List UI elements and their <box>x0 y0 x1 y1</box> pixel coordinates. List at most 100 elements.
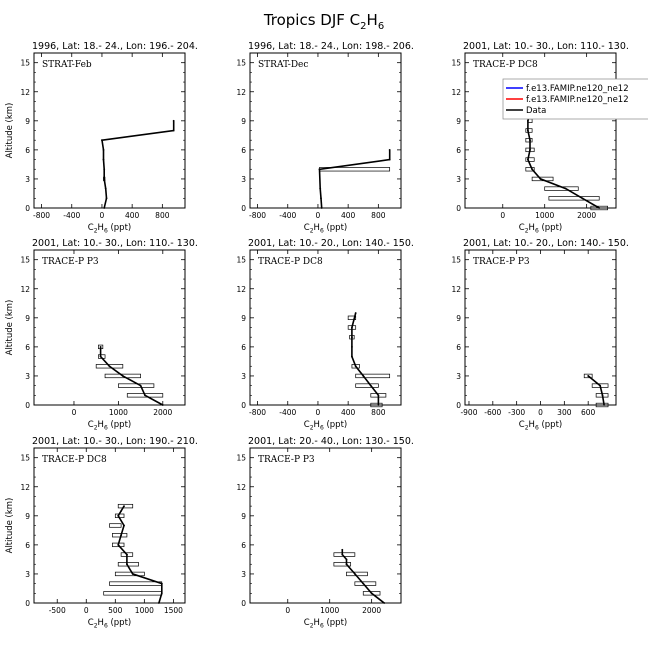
y-tick-label: 6 <box>241 343 246 352</box>
y-tick-label: 15 <box>236 59 246 68</box>
y-tick-label: 9 <box>241 512 246 521</box>
x-tick-label: -400 <box>63 211 80 220</box>
figure-title-part1: Tropics DJF C <box>263 11 360 29</box>
y-tick-label: 15 <box>20 59 30 68</box>
error-bar <box>595 402 609 408</box>
x-tick-label: 2000 <box>362 606 381 615</box>
data-point <box>126 553 128 556</box>
data-line <box>318 149 391 209</box>
x-axis-label-part: C <box>88 618 94 628</box>
error-bar <box>355 383 379 388</box>
y-tick-label: 15 <box>451 256 461 265</box>
data-point <box>527 129 529 132</box>
x-axis-label-part: C <box>519 223 525 233</box>
data-point <box>351 326 353 329</box>
x-axis-label-part: (ppt) <box>539 420 562 430</box>
panel-8: 2001, Lat: 20.- 40., Lon: 130.- 150. TRAC… <box>236 436 413 630</box>
data-point <box>319 187 322 190</box>
data-point <box>160 592 163 595</box>
y-axis-label: Altitude (km) <box>5 300 15 356</box>
x-tick-label: 0 <box>316 211 321 220</box>
y-tick-label: 15 <box>236 454 246 463</box>
plot-frame <box>249 52 402 209</box>
x-tick-label: -300 <box>508 408 525 417</box>
data-point <box>369 384 372 387</box>
x-tick-label: 1000 <box>135 606 154 615</box>
x-axis-label-part: C <box>519 420 525 430</box>
y-tick-label: 6 <box>241 146 246 155</box>
panel-3: 2001, Lat: 10.- 30., Lon: 110.- 130. TRAC… <box>451 41 628 235</box>
y-tick-label: 9 <box>25 314 30 323</box>
data-point <box>121 375 124 377</box>
x-tick-label: 1000 <box>535 211 554 220</box>
x-axis-label-part: H <box>314 618 320 628</box>
error-bar <box>117 503 134 509</box>
x-axis-label: C2H6 (ppt) <box>88 420 131 432</box>
data-line <box>351 312 380 405</box>
error-bar <box>525 157 535 162</box>
plot-frame <box>249 447 402 604</box>
data-line <box>587 375 605 406</box>
error-bar <box>109 523 122 528</box>
x-axis-label-part: (ppt) <box>324 223 347 233</box>
error-bar <box>95 364 124 369</box>
x-axis-label-part: C <box>304 618 310 628</box>
x-axis-label: C2H6 (ppt) <box>304 223 347 235</box>
x-tick-label: 0 <box>100 211 105 220</box>
x-tick-label: 400 <box>125 211 140 220</box>
y-tick-label: 3 <box>241 570 246 579</box>
y-tick-label: 3 <box>241 372 246 381</box>
x-axis-label-part: H <box>98 223 104 233</box>
data-point <box>564 187 567 190</box>
data-point <box>529 139 531 142</box>
data-point <box>388 148 391 151</box>
legend-box <box>502 78 648 120</box>
panel-label: TRACE-P P3 <box>473 257 530 267</box>
error-bar <box>531 176 554 182</box>
x-axis-label: C2H6 (ppt) <box>519 223 562 235</box>
x-axis-label-sub: 6 <box>320 228 324 235</box>
y-tick-label: 12 <box>451 285 461 294</box>
x-axis-label: C2H6 (ppt) <box>88 618 131 630</box>
data-point <box>320 197 322 200</box>
x-tick-label: 600 <box>581 408 596 417</box>
data-point <box>131 573 134 575</box>
x-axis-label: C2H6 (ppt) <box>304 420 347 432</box>
data-line <box>117 505 163 604</box>
panel-5: 2001, Lat: 10.- 20., Lon: 140.- 150. TRAC… <box>236 238 413 432</box>
x-axis-label: C2H6 (ppt) <box>304 618 347 630</box>
x-axis-label-sub: 2 <box>525 228 529 235</box>
x-axis-label-sub: 6 <box>320 425 324 432</box>
data-point <box>377 394 380 397</box>
error-bar <box>355 373 391 379</box>
x-axis-label-sub: 6 <box>320 623 324 630</box>
error-bar <box>109 581 163 586</box>
x-axis-label-part: (ppt) <box>108 420 131 430</box>
y-axis-label: Altitude (km) <box>5 498 15 554</box>
x-axis-label-part: H <box>529 420 535 430</box>
y-tick-label: 12 <box>451 88 461 97</box>
x-axis-label-part: C <box>304 223 310 233</box>
y-tick-label: 3 <box>25 372 30 381</box>
x-axis-label-sub: 6 <box>535 425 539 432</box>
x-axis-label-part: (ppt) <box>108 223 131 233</box>
data-point <box>601 394 604 397</box>
panel-label: TRACE-P DC8 <box>258 257 323 267</box>
y-tick-label: 6 <box>25 541 30 550</box>
y-tick-label: 0 <box>241 401 246 410</box>
data-point <box>99 355 102 358</box>
data-point <box>527 158 529 161</box>
x-axis-label-sub: 2 <box>525 425 529 432</box>
x-axis-label-sub: 2 <box>310 623 314 630</box>
data-point <box>117 543 120 546</box>
plot-frame <box>464 249 617 406</box>
x-tick-label: -800 <box>249 211 266 220</box>
y-tick-label: 6 <box>25 146 30 155</box>
data-point <box>599 384 602 387</box>
x-tick-label: -900 <box>460 408 477 417</box>
x-tick-label: 300 <box>557 408 572 417</box>
y-tick-label: 15 <box>20 454 30 463</box>
data-point <box>139 384 142 387</box>
panel-title: 1996, Lat: 18.- 24., Lon: 196.- 204. <box>32 41 198 52</box>
data-point <box>598 207 601 209</box>
